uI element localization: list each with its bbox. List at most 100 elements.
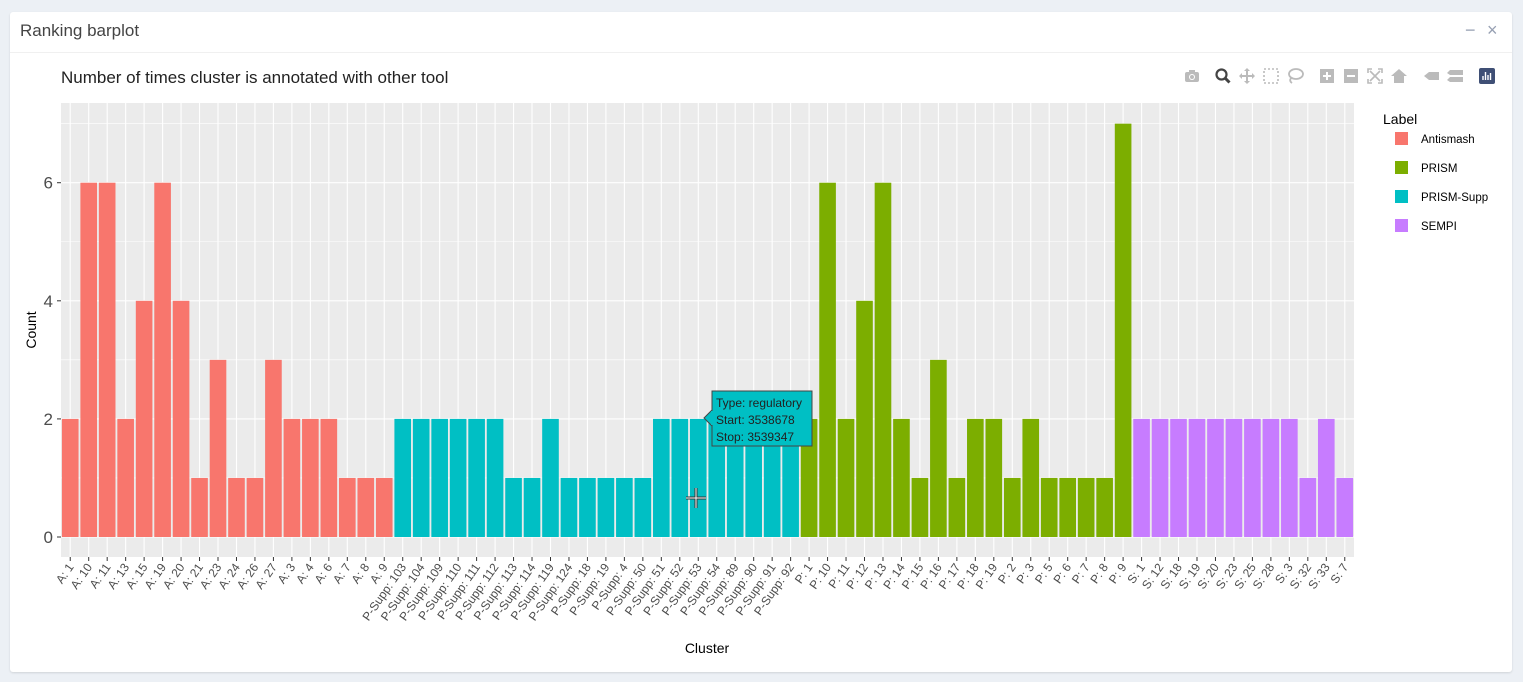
x-tick-label: S: 7 (1328, 560, 1352, 586)
bar[interactable] (1170, 418, 1187, 537)
hover-closest-icon[interactable] (1421, 66, 1441, 86)
bar[interactable] (893, 418, 910, 537)
bar[interactable] (1059, 477, 1077, 537)
legend-swatch (1395, 132, 1408, 145)
crosshair-cursor-icon (686, 488, 706, 508)
bar[interactable] (1207, 418, 1224, 537)
legend-swatch (1395, 161, 1408, 174)
box-select-icon[interactable] (1261, 66, 1281, 86)
zoom-in-icon[interactable] (1317, 66, 1337, 86)
legend-item-label[interactable]: SEMPI (1421, 221, 1457, 233)
bar[interactable] (320, 418, 338, 537)
bar[interactable] (708, 418, 726, 537)
bar[interactable] (468, 418, 485, 537)
bar[interactable] (1281, 418, 1298, 537)
bar[interactable] (616, 477, 633, 537)
bar[interactable] (1022, 418, 1040, 537)
bar[interactable] (689, 418, 707, 537)
bar[interactable] (431, 418, 448, 537)
bar[interactable] (634, 477, 652, 537)
y-axis-title: Count (23, 311, 39, 348)
bar[interactable] (357, 477, 375, 537)
bar[interactable] (726, 418, 744, 537)
bar[interactable] (653, 418, 670, 537)
bar[interactable] (782, 418, 799, 537)
zoom-icon[interactable] (1213, 66, 1233, 86)
bar[interactable] (1096, 477, 1113, 537)
bar[interactable] (98, 182, 116, 537)
bar[interactable] (597, 477, 615, 537)
bar[interactable] (800, 418, 818, 537)
tooltip-start: Start: 3538678 (716, 413, 795, 427)
bar[interactable] (985, 418, 1003, 537)
legend-item-label[interactable]: PRISM (1421, 163, 1457, 175)
bar[interactable] (1003, 477, 1021, 537)
bar[interactable] (61, 418, 79, 537)
bar[interactable] (265, 359, 282, 537)
bar[interactable] (1151, 418, 1169, 537)
camera-icon[interactable] (1182, 66, 1202, 86)
plotly-logo-icon[interactable] (1477, 66, 1497, 86)
bar[interactable] (80, 182, 98, 537)
bar[interactable] (930, 359, 947, 537)
bar[interactable] (505, 477, 522, 537)
bar[interactable] (117, 418, 134, 537)
bar[interactable] (911, 477, 929, 537)
x-tick-label: A: 4 (293, 560, 317, 586)
minimize-button[interactable]: − (1465, 20, 1476, 40)
bar[interactable] (375, 477, 393, 537)
bar[interactable] (1077, 477, 1095, 537)
bar[interactable] (154, 182, 171, 537)
bar[interactable] (191, 477, 208, 537)
bar[interactable] (228, 477, 245, 537)
bar[interactable] (1114, 123, 1132, 538)
bar[interactable] (1133, 418, 1150, 537)
bar[interactable] (967, 418, 984, 537)
bar[interactable] (209, 359, 227, 537)
bar[interactable] (874, 182, 892, 537)
bar[interactable] (1244, 418, 1261, 537)
bar[interactable] (449, 418, 467, 537)
bar[interactable] (763, 418, 781, 537)
bar[interactable] (1336, 477, 1354, 537)
bar[interactable] (338, 477, 356, 537)
bar[interactable] (671, 418, 689, 537)
bar[interactable] (745, 418, 762, 537)
bar[interactable] (172, 300, 190, 537)
bar[interactable] (948, 477, 966, 537)
autoscale-icon[interactable] (1365, 66, 1385, 86)
bar[interactable] (837, 418, 855, 537)
legend-item-label[interactable]: PRISM-Supp (1421, 192, 1488, 204)
bar[interactable] (560, 477, 578, 537)
bar[interactable] (1225, 418, 1243, 537)
bar[interactable] (523, 477, 541, 537)
hover-compare-icon[interactable] (1445, 66, 1465, 86)
legend-title: Label (1383, 111, 1417, 127)
bar[interactable] (819, 182, 836, 537)
bar[interactable] (412, 418, 430, 537)
pan-icon[interactable] (1237, 66, 1257, 86)
bar[interactable] (1299, 477, 1317, 537)
bar[interactable] (542, 418, 559, 537)
bar[interactable] (1040, 477, 1058, 537)
bar[interactable] (1317, 418, 1335, 537)
x-tick-label: P: 5 (1032, 560, 1056, 586)
bar[interactable] (246, 477, 264, 537)
bar[interactable] (302, 418, 319, 537)
legend: Label Antismash PRISM PRISM-Supp SEMPI (1383, 111, 1488, 233)
bar[interactable] (856, 300, 873, 537)
bar[interactable] (283, 418, 301, 537)
lasso-icon[interactable] (1285, 66, 1305, 86)
legend-item-label[interactable]: Antismash (1421, 134, 1475, 146)
x-axis-title: Cluster (685, 640, 730, 656)
bar[interactable] (1188, 418, 1206, 537)
bar[interactable] (1262, 418, 1280, 537)
bar[interactable] (579, 477, 596, 537)
bar[interactable] (394, 418, 412, 537)
reset-axes-icon[interactable] (1389, 66, 1409, 86)
bar[interactable] (486, 418, 504, 537)
bar[interactable] (135, 300, 153, 537)
close-button[interactable]: × (1487, 20, 1498, 40)
zoom-out-icon[interactable] (1341, 66, 1361, 86)
x-tick-label: P: 7 (1069, 560, 1093, 586)
